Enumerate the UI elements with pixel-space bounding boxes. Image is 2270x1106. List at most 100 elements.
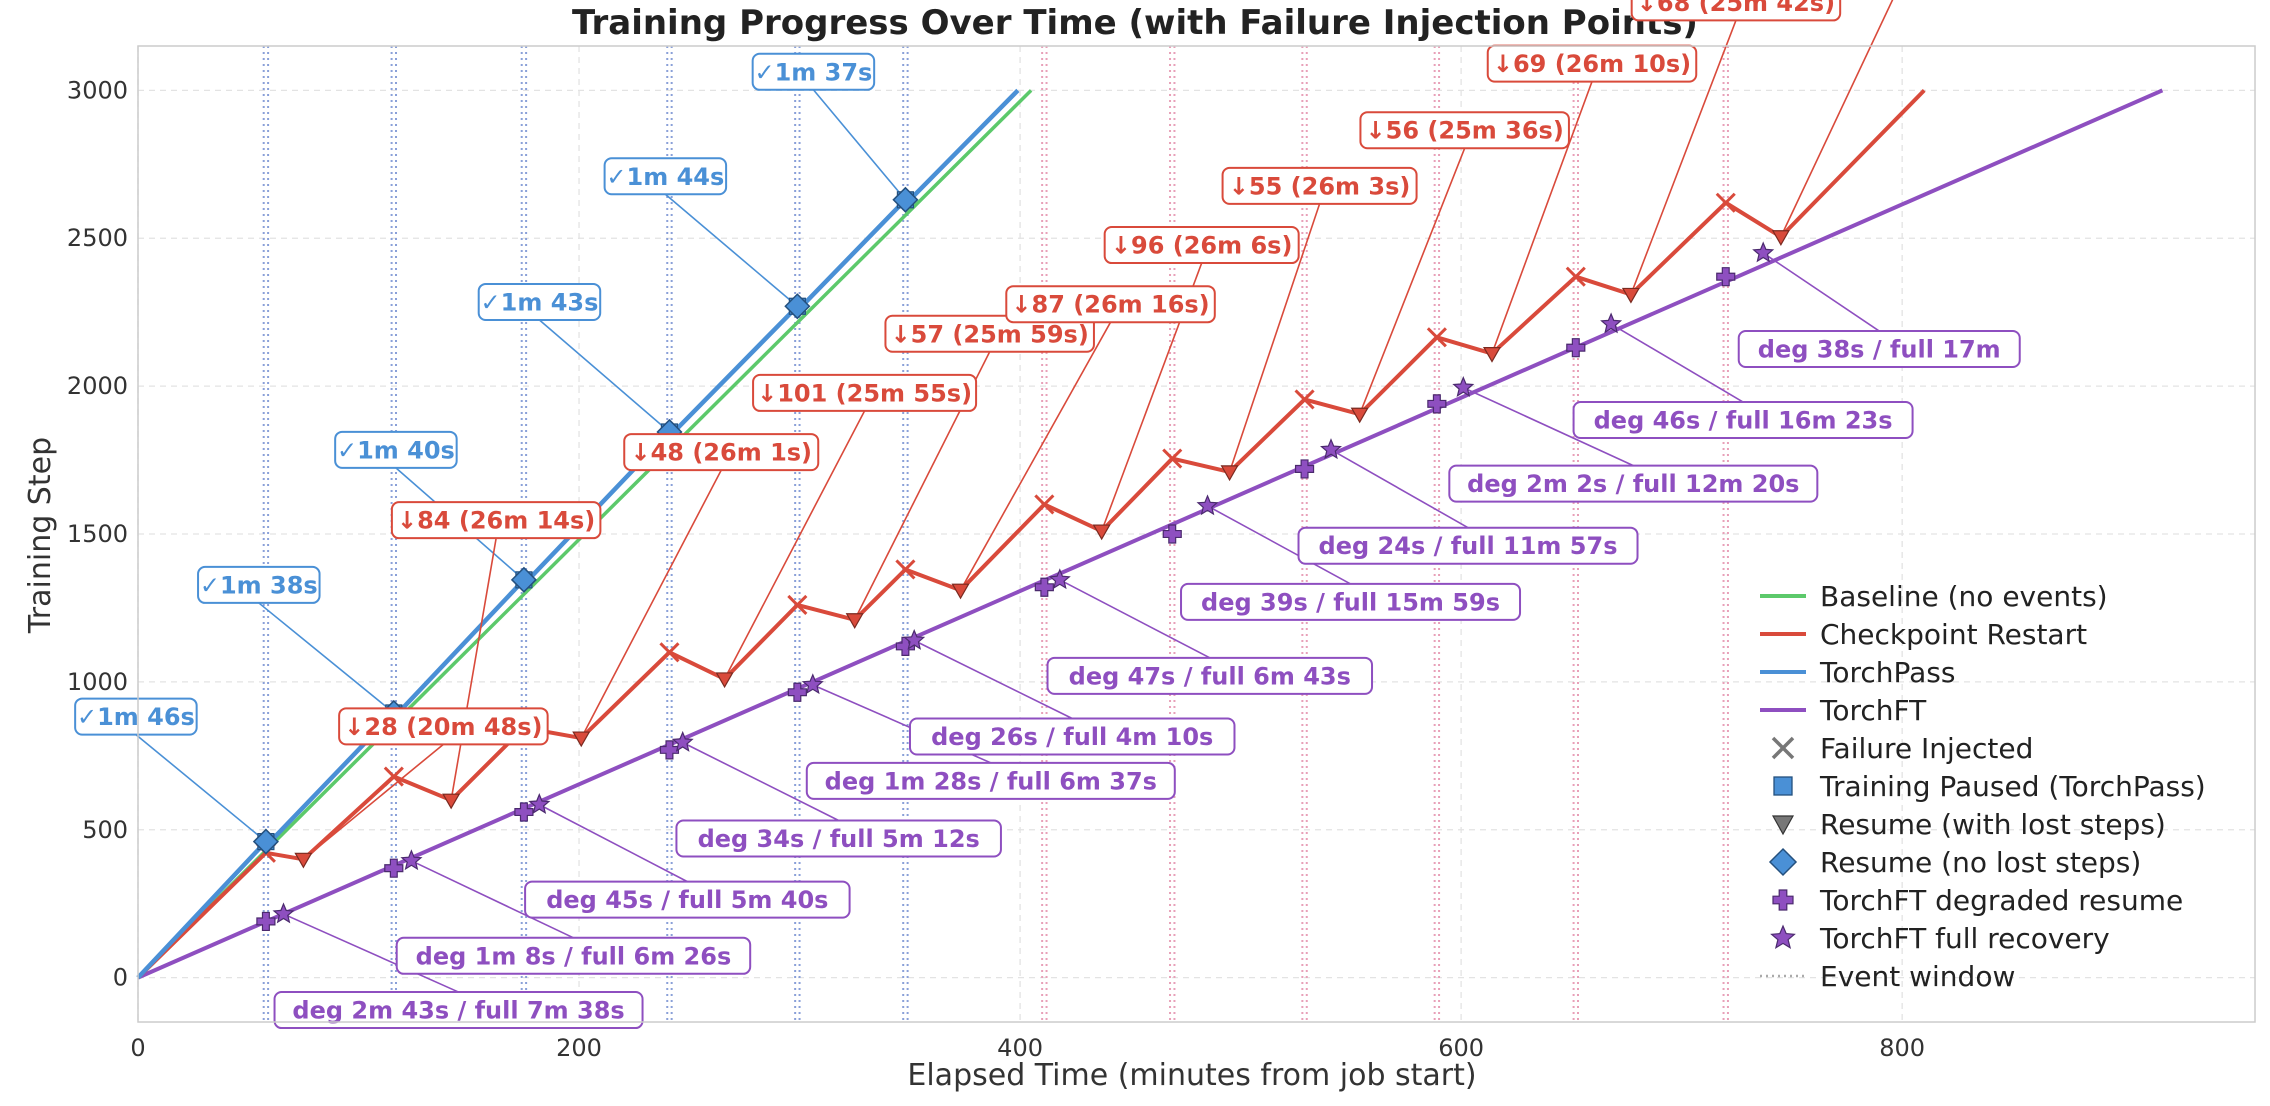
chart-title: Training Progress Over Time (with Failur… bbox=[572, 3, 1698, 43]
torchft-recovery-label-connector bbox=[913, 639, 1073, 720]
torchft-degraded-marker bbox=[659, 740, 680, 760]
legend-swatch-star bbox=[1770, 924, 1796, 949]
torchft-degraded-marker bbox=[1162, 524, 1182, 544]
checkpoint-resume-label-box bbox=[1103, 226, 1300, 265]
y-axis-label: Training Step bbox=[23, 437, 58, 634]
x-tick-label: 0 bbox=[130, 1034, 145, 1062]
torchft-recovery-label-connector bbox=[682, 741, 840, 822]
torchft-recovery-label-text: deg 46s / full 16m 23s bbox=[1594, 407, 1893, 435]
legend-item: TorchFT bbox=[1760, 694, 1927, 727]
failure-marker bbox=[1294, 389, 1315, 410]
torchft-degraded-marker bbox=[895, 636, 916, 656]
checkpoint-resume-label-box bbox=[1221, 166, 1418, 205]
checkpoint-resume-label-text: ↓87 (26m 16s) bbox=[1011, 291, 1209, 319]
torchft-full-recovery-marker bbox=[1452, 376, 1475, 397]
torchft-full-recovery-marker bbox=[272, 902, 295, 924]
legend-swatch-x bbox=[1771, 736, 1795, 760]
checkpoint-resume-label-connector bbox=[580, 469, 722, 739]
torchft-recovery-label-connector bbox=[1330, 449, 1469, 529]
checkpoint-resume-label-text: ↓69 (26m 10s) bbox=[1493, 50, 1691, 78]
torchpass-resume-label-connector bbox=[258, 602, 395, 714]
torchft-recovery-label-text: deg 24s / full 11m 57s bbox=[1319, 532, 1618, 560]
resume-lost-steps-marker bbox=[1482, 346, 1502, 363]
torchft-full-recovery-marker bbox=[1196, 494, 1219, 516]
torchft-recovery-label-text: deg 26s / full 4m 10s bbox=[931, 723, 1213, 751]
failure-marker bbox=[1034, 494, 1055, 515]
torchft-recovery-label-box bbox=[805, 761, 1176, 800]
torchft-recovery-label-text: deg 2m 43s / full 7m 38s bbox=[292, 997, 624, 1025]
x-tick-label: 600 bbox=[1438, 1034, 1484, 1062]
torchft-degraded-marker bbox=[514, 802, 534, 822]
failure-marker-stroke bbox=[383, 766, 404, 787]
legend-item: TorchFT full recovery bbox=[1770, 922, 2110, 955]
torchft-recovery-label-box bbox=[908, 717, 1236, 756]
torchft-full-recovery-marker bbox=[801, 673, 824, 695]
failure-marker bbox=[659, 642, 680, 663]
checkpoint-resume-label-text: ↓68 (25m 42s) bbox=[1637, 0, 1835, 17]
checkpoint-resume-label-text: ↓48 (26m 1s) bbox=[630, 439, 812, 467]
x-tick-label: 400 bbox=[997, 1034, 1043, 1062]
legend-item: TorchFT degraded resume bbox=[1772, 884, 2183, 917]
torchft-degraded-marker bbox=[1566, 338, 1586, 358]
checkpoint-resume-label-box bbox=[1630, 0, 1842, 22]
torchpass-resume-label-text: ✓1m 46s bbox=[77, 703, 195, 731]
failure-marker bbox=[787, 594, 808, 616]
checkpoint-resume-label-text: ↓55 (26m 3s) bbox=[1229, 172, 1411, 200]
torchft-recovery-label-box bbox=[395, 936, 752, 975]
y-tick-label: 2000 bbox=[67, 372, 128, 400]
torchpass-resume-label-box bbox=[197, 565, 321, 604]
torchft-recovery-label-box bbox=[1180, 582, 1522, 621]
x-tick-label: 200 bbox=[556, 1034, 602, 1062]
torchft-degraded-marker bbox=[384, 858, 404, 878]
legend: Baseline (no events) Checkpoint Restart To… bbox=[1760, 580, 2206, 993]
torchft-recovery-label-box bbox=[273, 991, 644, 1030]
checkpoint-resume-label-text: ↓101 (25m 55s) bbox=[757, 379, 972, 407]
torchft-full-recovery-marker bbox=[903, 628, 926, 650]
resume-lost-steps-marker bbox=[951, 583, 970, 600]
resume-lost-steps-marker bbox=[1350, 407, 1369, 424]
x-tick-label: 800 bbox=[1879, 1034, 1925, 1062]
torchpass-resume-label-connector bbox=[135, 733, 267, 843]
torchft-recovery-label-box bbox=[1297, 526, 1639, 565]
torchft-recovery-label-text: deg 47s / full 6m 43s bbox=[1069, 662, 1351, 690]
torchft-full-recovery-marker bbox=[1320, 438, 1342, 460]
torchft-full-recovery-marker bbox=[400, 849, 423, 871]
torchft-recovery-label-text: deg 1m 8s / full 6m 26s bbox=[416, 942, 732, 970]
series-line-checkpoint-restart bbox=[136, 88, 1926, 980]
torchft-recovery-label-text: deg 45s / full 5m 40s bbox=[546, 886, 828, 914]
failure-marker-stroke bbox=[895, 559, 916, 580]
torchft-recovery-label-text: deg 39s / full 15m 59s bbox=[1201, 588, 1500, 616]
torchft-degraded-marker bbox=[1034, 577, 1054, 597]
failure-marker bbox=[1715, 192, 1736, 213]
checkpoint-resume-label-box bbox=[752, 373, 978, 412]
legend-label: Resume (with lost steps) bbox=[1820, 808, 2166, 841]
legend-swatch-square bbox=[1773, 776, 1793, 796]
checkpoint-resume-label-text: ↓84 (26m 14s) bbox=[397, 507, 595, 535]
annotations: ✓1m 46s ✓1m 38s ✓1m 40s ✓1m 43s ✓1m 44s ✓1m 3… bbox=[74, 0, 2021, 1030]
checkpoint-resume-label-connector bbox=[302, 743, 444, 860]
axis-ticks: 0 500 1000 1500 2000 2500 3000 0 200 400 600 800 bbox=[67, 76, 1925, 1062]
torchft-recovery-label-box bbox=[524, 880, 851, 919]
failure-marker bbox=[895, 559, 916, 580]
y-tick-label: 1000 bbox=[67, 668, 128, 696]
checkpoint-resume-label-text: ↓56 (25m 36s) bbox=[1366, 117, 1564, 145]
torchft-recovery-label-connector bbox=[283, 913, 459, 993]
legend-item: Training Paused (TorchPass) bbox=[1773, 770, 2206, 803]
torchft-recovery-label-connector bbox=[1059, 579, 1211, 659]
resume-no-lost-marker bbox=[510, 566, 537, 593]
legend-item: Failure Injected bbox=[1771, 732, 2033, 765]
failure-marker-stroke bbox=[1034, 494, 1055, 515]
failure-marker bbox=[1565, 266, 1586, 287]
resume-lost-steps-marker bbox=[1220, 465, 1239, 482]
torchpass-resume-label-box bbox=[74, 697, 198, 736]
torchft-recovery-label-box bbox=[1737, 330, 2021, 369]
resume-no-lost-marker bbox=[784, 293, 811, 320]
torchft-degraded-marker bbox=[256, 911, 276, 932]
legend-item: Event window bbox=[1760, 960, 2015, 993]
torchft-degraded-marker bbox=[1294, 459, 1315, 479]
checkpoint-resume-label-connector bbox=[1780, 0, 1894, 238]
failure-marker bbox=[383, 766, 404, 787]
y-tick-label: 0 bbox=[113, 964, 128, 992]
failure-marker bbox=[1426, 327, 1447, 348]
y-tick-label: 1500 bbox=[67, 520, 128, 548]
